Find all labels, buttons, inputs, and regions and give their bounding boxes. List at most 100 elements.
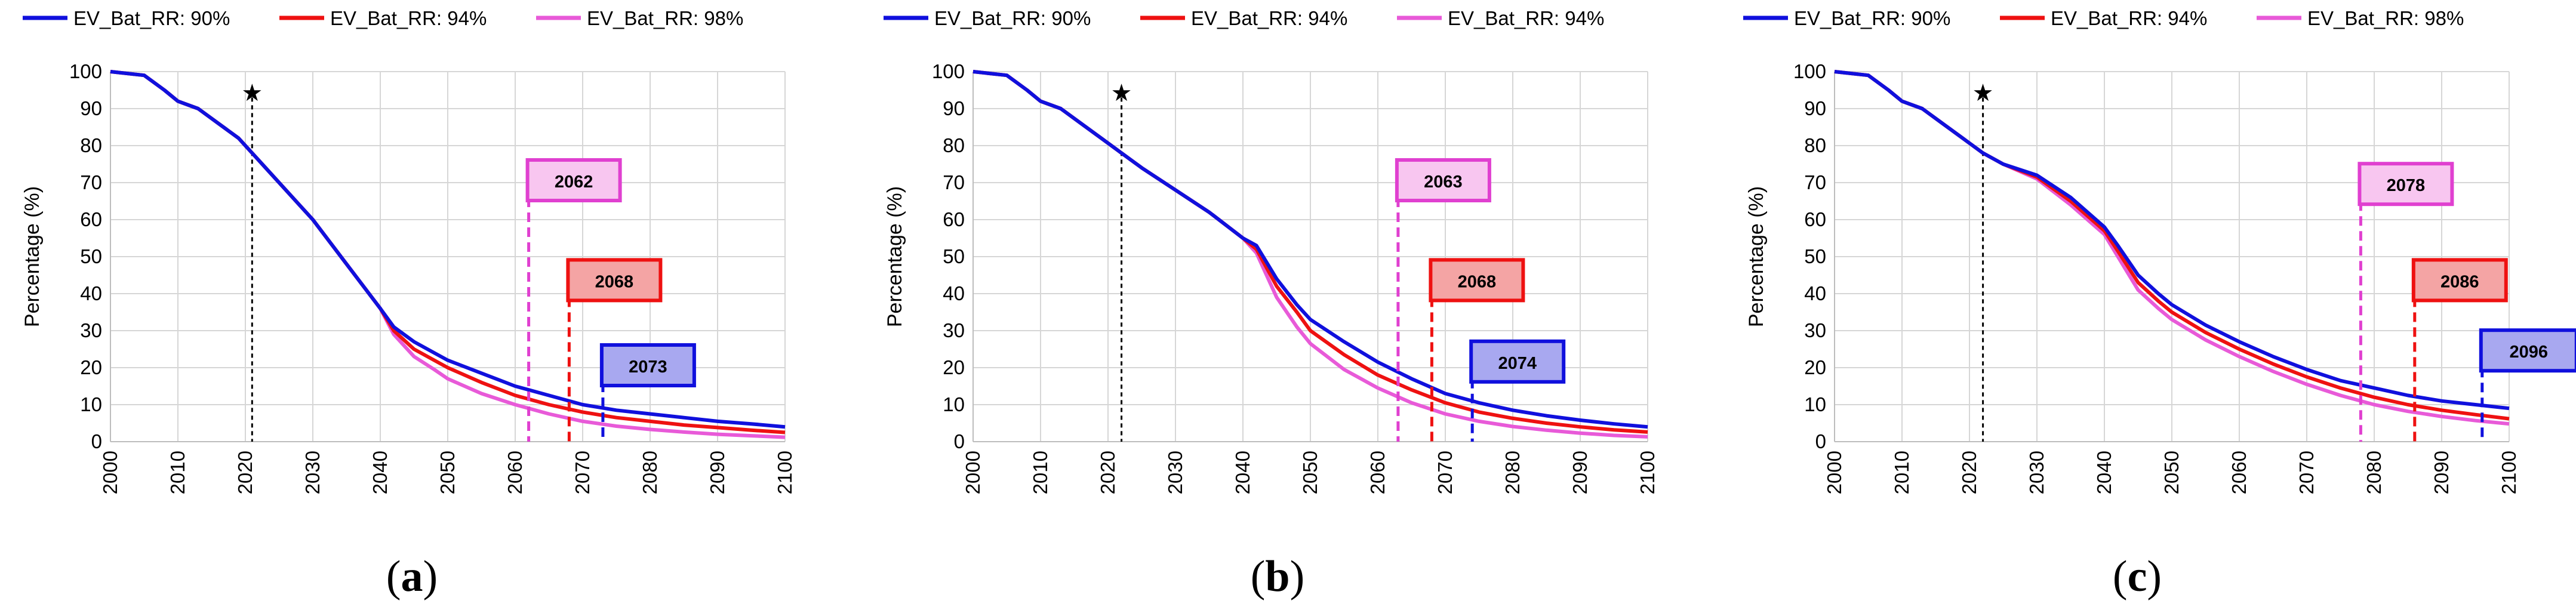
x-tick-label: 2000 xyxy=(99,451,121,494)
x-tick-label: 2070 xyxy=(1434,451,1456,494)
legend-entry: EV_Bat_RR: 94% xyxy=(2051,7,2207,29)
x-tick-label: 2060 xyxy=(504,451,526,494)
y-tick-label: 40 xyxy=(943,282,965,304)
y-tick-label: 0 xyxy=(954,430,965,452)
y-tick-label: 80 xyxy=(80,134,102,156)
y-tick-label: 30 xyxy=(1804,319,1826,341)
panel-label-paren: ( xyxy=(386,552,401,601)
crossing-year-box xyxy=(1469,339,1566,384)
crossing-year-label: 2073 xyxy=(629,358,667,377)
y-tick-label: 20 xyxy=(943,356,965,378)
y-tick-label: 60 xyxy=(943,208,965,230)
star-icon: ★ xyxy=(1972,80,1994,106)
y-tick-label: 100 xyxy=(1793,60,1826,82)
x-tick-label: 2060 xyxy=(1367,451,1389,494)
x-tick-label: 2100 xyxy=(2498,451,2520,494)
y-tick-label: 80 xyxy=(1804,134,1826,156)
crossing-year-label: 2096 xyxy=(2510,343,2549,362)
y-tick-label: 40 xyxy=(80,282,102,304)
y-tick-label: 90 xyxy=(1804,97,1826,119)
x-tick-label: 2100 xyxy=(774,451,796,494)
x-tick-label: 2020 xyxy=(1958,451,1980,494)
crossing-year-label: 2074 xyxy=(1498,354,1537,373)
series-line xyxy=(110,70,786,429)
panel-label: (a) xyxy=(386,552,438,601)
y-tick-label: 0 xyxy=(1815,430,1826,452)
legend: EV_Bat_RR: 90% EV_Bat_RR: 94% EV_Bat_RR: 9… xyxy=(884,7,1604,29)
crossing-year-box xyxy=(525,158,622,202)
x-tick-label: 2010 xyxy=(1029,451,1051,494)
x-tick-label: 2000 xyxy=(1823,451,1845,494)
x-tick-label: 2040 xyxy=(2093,451,2115,494)
crossing-year-label: 2062 xyxy=(555,172,593,192)
y-axis-label: Percentage (%) xyxy=(884,186,906,327)
y-tick-label: 60 xyxy=(1804,208,1826,230)
panel-label-letter: c xyxy=(2128,552,2147,601)
y-tick-label: 70 xyxy=(943,171,965,193)
x-tick-label: 2050 xyxy=(1299,451,1321,494)
x-tick-label: 2050 xyxy=(2160,451,2183,494)
series-line xyxy=(1834,70,2510,411)
legend-entry: EV_Bat_RR: 90% xyxy=(73,7,230,29)
x-tick-label: 2020 xyxy=(1097,451,1119,494)
x-tick-label: 2080 xyxy=(2363,451,2385,494)
legend-entry: EV_Bat_RR: 98% xyxy=(2307,7,2464,29)
y-tick-label: 90 xyxy=(80,97,102,119)
chart-panel-b: EV_Bat_RR: 90% EV_Bat_RR: 94% EV_Bat_RR: 9… xyxy=(884,7,1658,601)
y-tick-label: 80 xyxy=(943,134,965,156)
x-tick-label: 2090 xyxy=(2430,451,2452,494)
star-icon: ★ xyxy=(1111,80,1132,106)
x-tick-label: 2000 xyxy=(962,451,984,494)
gridlines xyxy=(973,71,1648,442)
y-tick-label: 50 xyxy=(943,245,965,267)
legend-entry: EV_Bat_RR: 90% xyxy=(1794,7,1950,29)
x-tick-label: 2030 xyxy=(2026,451,2048,494)
crossing-year-box xyxy=(2358,162,2454,207)
panel-label-letter: b xyxy=(1265,552,1289,601)
x-tick-label: 2050 xyxy=(436,451,458,494)
panel-label-paren: ) xyxy=(423,552,438,601)
crossing-year-label: 2086 xyxy=(2440,272,2479,291)
crossing-year-box xyxy=(2411,258,2508,303)
y-tick-label: 50 xyxy=(1804,245,1826,267)
gridlines xyxy=(110,71,786,442)
y-tick-label: 70 xyxy=(80,171,102,193)
crossing-year-box xyxy=(566,258,663,303)
crossing-year-box xyxy=(599,343,696,387)
panel-label-paren: ) xyxy=(1290,552,1305,601)
chart-panel-c: EV_Bat_RR: 90% EV_Bat_RR: 94% EV_Bat_RR: 9… xyxy=(1743,7,2576,601)
y-tick-label: 60 xyxy=(80,208,102,230)
legend-entry: EV_Bat_RR: 90% xyxy=(934,7,1091,29)
crossing-year-label: 2063 xyxy=(1424,172,1463,192)
x-tick-label: 2080 xyxy=(639,451,661,494)
y-tick-label: 30 xyxy=(943,319,965,341)
legend-entry: EV_Bat_RR: 94% xyxy=(1191,7,1347,29)
x-tick-label: 2010 xyxy=(167,451,189,494)
x-tick-label: 2100 xyxy=(1636,451,1658,494)
y-tick-label: 50 xyxy=(80,245,102,267)
x-tick-label: 2080 xyxy=(1501,451,1524,494)
chart-panel-a: EV_Bat_RR: 90% EV_Bat_RR: 94% EV_Bat_RR: 9… xyxy=(21,7,796,601)
y-tick-label: 100 xyxy=(69,60,102,82)
legend-entry: EV_Bat_RR: 94% xyxy=(1448,7,1604,29)
star-icon: ★ xyxy=(241,80,263,106)
x-tick-label: 2090 xyxy=(1569,451,1591,494)
y-tick-label: 0 xyxy=(91,430,102,452)
x-tick-label: 2090 xyxy=(706,451,728,494)
x-tick-label: 2010 xyxy=(1891,451,1913,494)
y-tick-label: 10 xyxy=(1804,393,1826,415)
x-tick-label: 2070 xyxy=(2295,451,2318,494)
gridlines xyxy=(1835,71,2510,442)
panel-label-letter: a xyxy=(401,552,423,601)
y-tick-label: 70 xyxy=(1804,171,1826,193)
panel-label-paren: ( xyxy=(1251,552,1266,601)
y-tick-label: 10 xyxy=(80,393,102,415)
y-tick-label: 20 xyxy=(80,356,102,378)
x-tick-label: 2070 xyxy=(571,451,593,494)
panel-label: (b) xyxy=(1251,552,1304,601)
y-tick-label: 20 xyxy=(1804,356,1826,378)
y-tick-label: 90 xyxy=(943,97,965,119)
y-tick-label: 100 xyxy=(932,60,965,82)
x-tick-label: 2020 xyxy=(234,451,256,494)
